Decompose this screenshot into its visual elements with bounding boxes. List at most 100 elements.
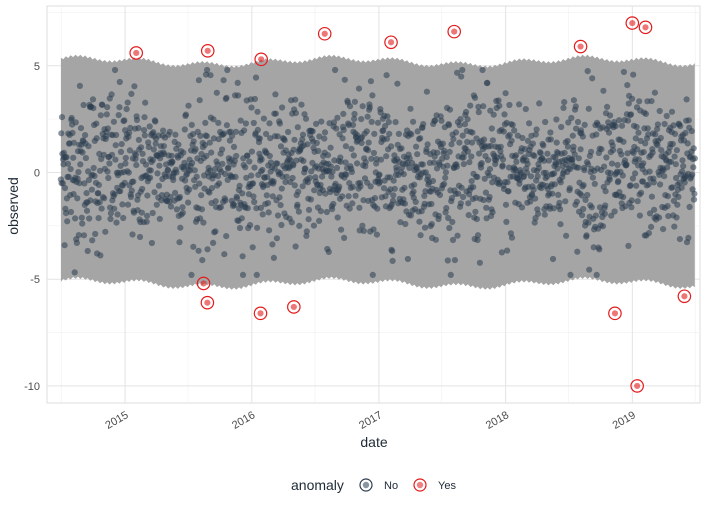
normal-point bbox=[225, 164, 232, 171]
normal-point bbox=[568, 114, 575, 122]
normal-point bbox=[196, 97, 203, 104]
normal-point bbox=[313, 139, 320, 147]
legend-yes-dot bbox=[416, 481, 424, 489]
normal-point bbox=[117, 148, 125, 155]
normal-point bbox=[671, 223, 678, 230]
normal-point bbox=[443, 154, 450, 161]
normal-point bbox=[70, 139, 77, 146]
normal-point bbox=[442, 174, 449, 181]
normal-point bbox=[195, 247, 202, 254]
normal-point bbox=[398, 145, 405, 152]
normal-point bbox=[80, 101, 87, 109]
normal-point bbox=[384, 113, 391, 120]
normal-point bbox=[111, 66, 119, 74]
normal-point bbox=[638, 189, 645, 196]
normal-point bbox=[346, 205, 353, 212]
normal-point bbox=[369, 271, 376, 278]
normal-point bbox=[486, 172, 493, 179]
x-axis-title: date bbox=[360, 434, 387, 450]
normal-point bbox=[310, 222, 317, 229]
normal-point bbox=[349, 200, 356, 207]
normal-point bbox=[645, 181, 652, 188]
normal-point bbox=[627, 182, 634, 189]
normal-point bbox=[446, 106, 454, 113]
normal-point bbox=[219, 146, 226, 153]
normal-point bbox=[453, 163, 460, 170]
normal-point bbox=[135, 125, 142, 132]
normal-point bbox=[482, 189, 489, 196]
normal-point bbox=[259, 166, 266, 174]
normal-point bbox=[77, 161, 84, 168]
normal-point bbox=[85, 143, 92, 150]
anomaly-point bbox=[387, 39, 395, 46]
normal-point bbox=[549, 255, 557, 263]
normal-point bbox=[345, 193, 352, 200]
normal-point bbox=[108, 91, 115, 98]
normal-point bbox=[664, 193, 672, 200]
normal-point bbox=[585, 161, 592, 168]
normal-point bbox=[490, 111, 497, 118]
normal-point bbox=[223, 122, 230, 129]
normal-point bbox=[270, 254, 277, 261]
normal-point bbox=[374, 119, 382, 126]
normal-point bbox=[358, 116, 365, 123]
normal-point bbox=[285, 128, 292, 136]
normal-point bbox=[235, 92, 242, 99]
normal-point bbox=[263, 130, 270, 138]
normal-point bbox=[208, 185, 216, 192]
normal-point bbox=[570, 97, 578, 104]
normal-point bbox=[589, 174, 597, 181]
normal-point bbox=[674, 201, 681, 208]
normal-point bbox=[190, 243, 197, 250]
normal-point bbox=[229, 132, 236, 140]
normal-point bbox=[614, 161, 621, 169]
normal-point bbox=[139, 185, 146, 193]
normal-point bbox=[254, 126, 261, 133]
normal-point bbox=[505, 188, 512, 195]
normal-point bbox=[499, 162, 506, 169]
normal-point bbox=[113, 131, 120, 139]
normal-point bbox=[317, 181, 324, 189]
normal-point bbox=[191, 167, 198, 174]
normal-point bbox=[364, 113, 371, 120]
normal-point bbox=[220, 77, 227, 84]
normal-point bbox=[334, 214, 341, 221]
normal-point bbox=[219, 160, 226, 167]
normal-point bbox=[340, 110, 347, 117]
normal-point bbox=[468, 153, 475, 160]
normal-point bbox=[527, 173, 535, 180]
normal-point bbox=[93, 120, 100, 127]
normal-point bbox=[544, 150, 551, 157]
normal-point bbox=[639, 178, 647, 185]
normal-point bbox=[377, 156, 385, 163]
normal-point bbox=[278, 185, 285, 192]
normal-point bbox=[541, 157, 548, 164]
normal-point bbox=[414, 151, 421, 158]
normal-point bbox=[479, 66, 486, 74]
anomaly-point bbox=[133, 49, 140, 57]
normal-point bbox=[478, 160, 485, 167]
normal-point bbox=[475, 103, 482, 110]
normal-point bbox=[128, 187, 135, 194]
normal-point bbox=[75, 169, 82, 176]
normal-point bbox=[354, 160, 361, 167]
normal-point bbox=[588, 148, 595, 155]
normal-point bbox=[382, 193, 389, 200]
normal-point bbox=[264, 200, 272, 207]
normal-point bbox=[133, 162, 140, 169]
normal-point bbox=[172, 131, 179, 138]
normal-point bbox=[652, 131, 659, 138]
normal-point bbox=[532, 131, 539, 138]
normal-point bbox=[253, 205, 260, 212]
normal-point bbox=[669, 184, 676, 191]
normal-point bbox=[313, 120, 320, 127]
normal-point bbox=[445, 214, 452, 222]
normal-point bbox=[410, 118, 417, 125]
normal-point bbox=[350, 152, 357, 159]
normal-point bbox=[691, 155, 698, 162]
normal-point bbox=[243, 174, 250, 181]
normal-point bbox=[390, 192, 397, 199]
normal-point bbox=[633, 123, 640, 131]
normal-point bbox=[242, 164, 249, 171]
normal-point bbox=[655, 214, 663, 221]
